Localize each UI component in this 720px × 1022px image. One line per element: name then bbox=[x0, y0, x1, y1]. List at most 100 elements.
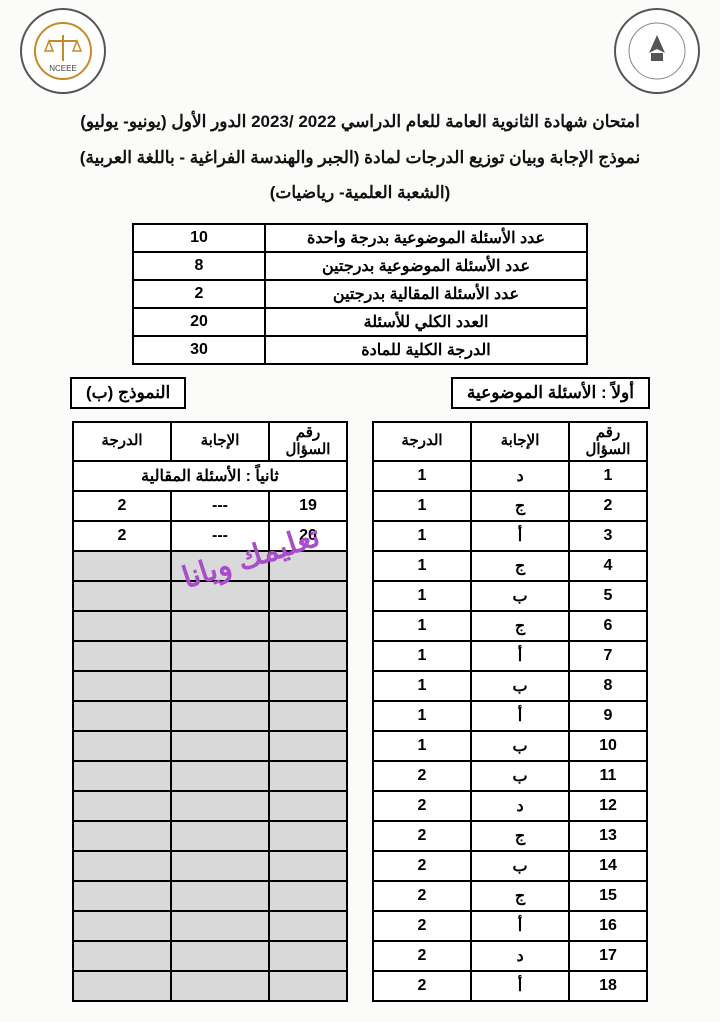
empty-cell bbox=[171, 581, 269, 611]
empty-row bbox=[73, 641, 347, 671]
empty-cell bbox=[269, 581, 347, 611]
ministry-logo bbox=[614, 8, 700, 94]
empty-cell bbox=[269, 611, 347, 641]
essay-heading-row: ثانياً : الأسئلة المقالية bbox=[73, 461, 347, 491]
summary-label: عدد الأسئلة الموضوعية بدرجتين bbox=[265, 252, 587, 280]
answer-row: 8ب1 bbox=[373, 671, 647, 701]
answer-cell-q: 13 bbox=[569, 821, 647, 851]
answer-row: 14ب2 bbox=[373, 851, 647, 881]
answer-row: 9أ1 bbox=[373, 701, 647, 731]
answer-cell-a: د bbox=[471, 461, 569, 491]
answer-cell-a: أ bbox=[471, 911, 569, 941]
answer-cell-q: 17 bbox=[569, 941, 647, 971]
answer-cell-q: 8 bbox=[569, 671, 647, 701]
empty-row bbox=[73, 581, 347, 611]
empty-cell bbox=[171, 911, 269, 941]
answer-cell-q: 16 bbox=[569, 911, 647, 941]
empty-cell bbox=[171, 701, 269, 731]
section-titles-row: أولاً : الأسئلة الموضوعية النموذج (ب) bbox=[0, 365, 720, 415]
answer-cell-g: 1 bbox=[373, 671, 471, 701]
empty-cell bbox=[171, 881, 269, 911]
answer-cell-g: 1 bbox=[373, 731, 471, 761]
answer-cell-a: ب bbox=[471, 761, 569, 791]
answer-cell-q: 12 bbox=[569, 791, 647, 821]
empty-row bbox=[73, 971, 347, 1001]
answer-cell-q: 5 bbox=[569, 581, 647, 611]
empty-row bbox=[73, 671, 347, 701]
empty-cell bbox=[73, 881, 171, 911]
answer-row: 6ج1 bbox=[373, 611, 647, 641]
answer-cell-g: 2 bbox=[373, 761, 471, 791]
answer-row: 10ب1 bbox=[373, 731, 647, 761]
summary-value: 8 bbox=[133, 252, 265, 280]
empty-cell bbox=[269, 701, 347, 731]
col-question-2: رقم السؤال bbox=[269, 422, 347, 461]
empty-cell bbox=[269, 551, 347, 581]
answer-cell-a: أ bbox=[471, 701, 569, 731]
answer-cell-g: 1 bbox=[373, 701, 471, 731]
empty-row bbox=[73, 611, 347, 641]
col-question: رقم السؤال bbox=[569, 422, 647, 461]
answer-cell-a: د bbox=[471, 941, 569, 971]
header-line-3: (الشعبة العلمية- رياضيات) bbox=[30, 175, 690, 211]
empty-cell bbox=[73, 551, 171, 581]
answer-cell-g: 1 bbox=[373, 611, 471, 641]
answer-cell-g: 1 bbox=[373, 461, 471, 491]
empty-cell bbox=[269, 731, 347, 761]
answer-cell-g: 1 bbox=[373, 521, 471, 551]
answer-cell-g: 2 bbox=[373, 821, 471, 851]
essay-answers-table: رقم السؤال الإجابة الدرجة ثانياً : الأسئ… bbox=[72, 421, 348, 1002]
answer-cell-q: 11 bbox=[569, 761, 647, 791]
answer-row: 4ج1 bbox=[373, 551, 647, 581]
answer-cell-g: 1 bbox=[373, 551, 471, 581]
empty-cell bbox=[73, 641, 171, 671]
header-line-2: نموذج الإجابة وبيان توزيع الدرجات لمادة … bbox=[30, 140, 690, 176]
empty-cell bbox=[73, 731, 171, 761]
answer-cell-a: ب bbox=[471, 671, 569, 701]
answer-cell-a: ب bbox=[471, 851, 569, 881]
nceee-logo: NCEEE bbox=[20, 8, 106, 94]
empty-cell bbox=[269, 941, 347, 971]
empty-cell bbox=[73, 941, 171, 971]
answer-cell-g: 2 bbox=[373, 911, 471, 941]
answer-cell-a: ج bbox=[471, 821, 569, 851]
empty-cell bbox=[73, 911, 171, 941]
empty-row bbox=[73, 701, 347, 731]
essay-heading: ثانياً : الأسئلة المقالية bbox=[73, 461, 347, 491]
answer-cell-g: 2 bbox=[373, 971, 471, 1001]
empty-cell bbox=[73, 611, 171, 641]
essay-row: 20---2 bbox=[73, 521, 347, 551]
empty-cell bbox=[171, 971, 269, 1001]
eagle-icon bbox=[627, 21, 687, 81]
empty-row bbox=[73, 731, 347, 761]
empty-cell bbox=[171, 851, 269, 881]
answer-row: 7أ1 bbox=[373, 641, 647, 671]
answer-row: 18أ2 bbox=[373, 971, 647, 1001]
answer-cell-g: 2 bbox=[373, 881, 471, 911]
answer-cell-q: 4 bbox=[569, 551, 647, 581]
empty-cell bbox=[171, 941, 269, 971]
essay-row: 19---2 bbox=[73, 491, 347, 521]
summary-value: 10 bbox=[133, 224, 265, 252]
empty-cell bbox=[269, 911, 347, 941]
answer-cell-q: 3 bbox=[569, 521, 647, 551]
summary-row: الدرجة الكلية للمادة30 bbox=[133, 336, 587, 364]
empty-row bbox=[73, 911, 347, 941]
col-answer: الإجابة bbox=[471, 422, 569, 461]
answer-cell-a: ب bbox=[471, 731, 569, 761]
answer-row: 5ب1 bbox=[373, 581, 647, 611]
empty-cell bbox=[171, 761, 269, 791]
empty-cell bbox=[73, 821, 171, 851]
empty-cell bbox=[269, 641, 347, 671]
answer-cell-g: 1 bbox=[373, 581, 471, 611]
header-block: امتحان شهادة الثانوية العامة للعام الدرا… bbox=[0, 94, 720, 217]
answer-cell-g: 1 bbox=[373, 641, 471, 671]
answer-cell-q: 18 bbox=[569, 971, 647, 1001]
empty-cell bbox=[73, 971, 171, 1001]
answer-cell-g: 2 bbox=[373, 851, 471, 881]
summary-row: العدد الكلي للأسئلة20 bbox=[133, 308, 587, 336]
answer-cell-q: 9 bbox=[569, 701, 647, 731]
answer-cell-a: ج bbox=[471, 551, 569, 581]
empty-cell bbox=[73, 581, 171, 611]
empty-cell bbox=[269, 791, 347, 821]
